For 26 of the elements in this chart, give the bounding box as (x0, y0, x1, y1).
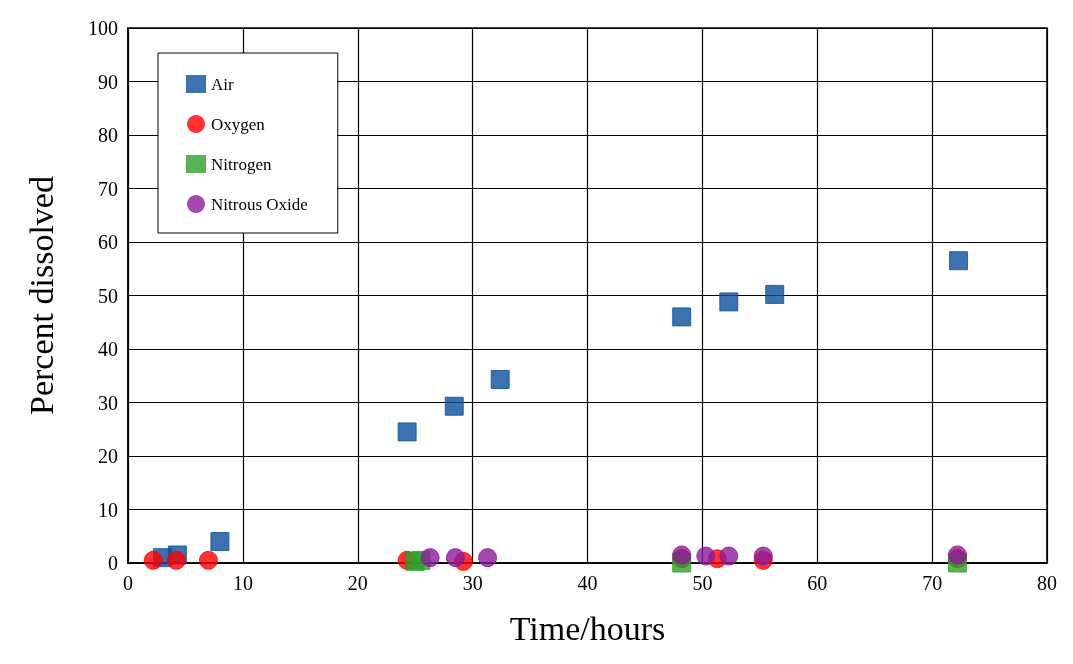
y-tick-label: 30 (98, 391, 118, 414)
legend-label: Oxygen (211, 114, 266, 134)
x-tick-label: 0 (123, 572, 133, 594)
legend-label: Nitrogen (211, 154, 272, 174)
x-tick-label: 40 (577, 572, 598, 594)
legend-label: Air (211, 74, 234, 94)
x-tick-label: 30 (462, 572, 483, 594)
x-tick-label: 80 (1037, 572, 1057, 594)
y-tick-label: 60 (98, 231, 118, 253)
x-tick-label: 50 (692, 572, 713, 594)
y-tick-label: 10 (98, 498, 118, 521)
y-tick-label: 20 (98, 445, 118, 467)
y-axis-title: Percent dissolved (22, 176, 60, 415)
y-tick-label: 40 (98, 338, 118, 360)
x-tick-label: 70 (922, 572, 943, 594)
y-tick-label: 80 (98, 124, 118, 146)
x-axis-title: Time/hours (509, 609, 666, 647)
x-tick-label: 60 (807, 572, 828, 594)
y-tick-label: 70 (98, 177, 118, 200)
x-tick-label: 10 (232, 572, 253, 594)
legend-label: Nitrous Oxide (211, 194, 308, 214)
y-tick-label: 100 (88, 17, 118, 39)
x-tick-label: 20 (347, 572, 368, 594)
y-tick-label: 0 (108, 552, 118, 574)
y-tick-label: 50 (98, 284, 118, 307)
y-tick-label: 90 (98, 70, 118, 93)
